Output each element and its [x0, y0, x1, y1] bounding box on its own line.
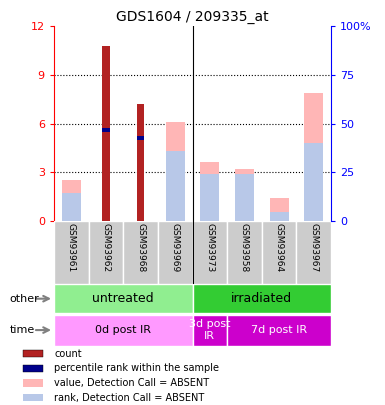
Bar — [262, 221, 296, 284]
Text: GSM93968: GSM93968 — [136, 223, 145, 272]
Bar — [227, 315, 331, 345]
Bar — [123, 221, 158, 284]
Bar — [296, 221, 331, 284]
Text: 0d post IR: 0d post IR — [95, 325, 151, 335]
Text: rank, Detection Call = ABSENT: rank, Detection Call = ABSENT — [55, 393, 205, 403]
Text: irradiated: irradiated — [231, 292, 292, 305]
Bar — [54, 284, 192, 313]
Bar — [235, 169, 254, 221]
Bar — [23, 394, 43, 401]
Bar — [235, 174, 254, 221]
Bar — [23, 379, 43, 386]
Bar — [23, 350, 43, 357]
Bar — [89, 221, 123, 284]
Text: 7d post IR: 7d post IR — [251, 325, 307, 335]
Title: GDS1604 / 209335_at: GDS1604 / 209335_at — [116, 10, 269, 24]
Bar — [166, 122, 185, 221]
Text: GSM93969: GSM93969 — [171, 223, 180, 272]
Text: 3d post
IR: 3d post IR — [189, 319, 231, 341]
Bar — [200, 174, 219, 221]
Text: GSM93964: GSM93964 — [275, 223, 284, 272]
Text: count: count — [55, 349, 82, 358]
Text: time: time — [10, 325, 35, 335]
Bar — [158, 221, 192, 284]
Bar — [304, 93, 323, 221]
Text: percentile rank within the sample: percentile rank within the sample — [55, 363, 219, 373]
Text: GSM93961: GSM93961 — [67, 223, 76, 272]
Bar — [102, 128, 110, 132]
Text: value, Detection Call = ABSENT: value, Detection Call = ABSENT — [55, 378, 209, 388]
Bar — [192, 315, 227, 345]
Bar — [62, 193, 81, 221]
Text: GSM93962: GSM93962 — [101, 223, 110, 272]
Text: untreated: untreated — [92, 292, 154, 305]
Bar — [166, 151, 185, 221]
Bar — [270, 212, 289, 221]
Bar — [137, 136, 144, 141]
Bar — [192, 284, 331, 313]
Bar — [304, 143, 323, 221]
Text: GSM93958: GSM93958 — [240, 223, 249, 272]
Bar — [62, 180, 81, 221]
Text: GSM93967: GSM93967 — [309, 223, 318, 272]
Bar — [137, 104, 144, 221]
Bar — [270, 198, 289, 221]
Text: other: other — [10, 294, 39, 304]
Bar — [200, 162, 219, 221]
Bar — [23, 365, 43, 372]
Bar — [54, 221, 89, 284]
Bar — [192, 221, 227, 284]
Text: GSM93973: GSM93973 — [205, 223, 214, 272]
Bar — [54, 315, 192, 345]
Bar — [227, 221, 262, 284]
Bar — [102, 46, 110, 221]
